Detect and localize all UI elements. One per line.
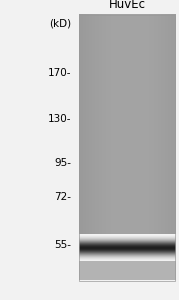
Text: (kD): (kD): [49, 18, 72, 28]
Text: 130-: 130-: [48, 113, 72, 124]
Text: 95-: 95-: [55, 158, 72, 169]
Text: 72-: 72-: [55, 191, 72, 202]
Text: HuvEc: HuvEc: [109, 0, 146, 11]
Text: 170-: 170-: [48, 68, 72, 79]
Text: 55-: 55-: [55, 239, 72, 250]
Bar: [79, 15, 175, 280]
